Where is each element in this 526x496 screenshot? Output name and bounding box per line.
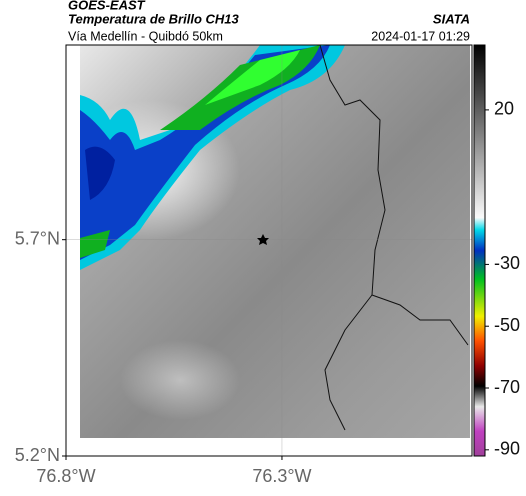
colorbar (473, 44, 486, 457)
colorbar-tick-label: -90 (494, 439, 520, 459)
subtitle: Vía Medellín - Quibdó 50km (68, 29, 223, 43)
satellite-image (60, 44, 470, 438)
x-tick-label: 76.3°W (252, 466, 311, 486)
colorbar-tick-label: -30 (494, 253, 520, 273)
brand: SIATA (433, 11, 470, 26)
source: GOES-EAST (68, 0, 146, 12)
title: Temperatura de Brillo CH13 (68, 11, 240, 26)
colorbar-tick-label: -50 (494, 315, 520, 335)
map-frame (65, 44, 473, 457)
colorbar-tick-label: -70 (494, 377, 520, 397)
x-tick-label: 76.8°W (36, 466, 95, 486)
city-marker (257, 234, 269, 245)
timestamp: 2024-01-17 01:29 (371, 29, 470, 43)
y-tick-label: 5.2°N (15, 445, 60, 465)
y-tick-label: 5.7°N (15, 228, 60, 248)
colorbar-tick-label: 20 (494, 99, 514, 119)
